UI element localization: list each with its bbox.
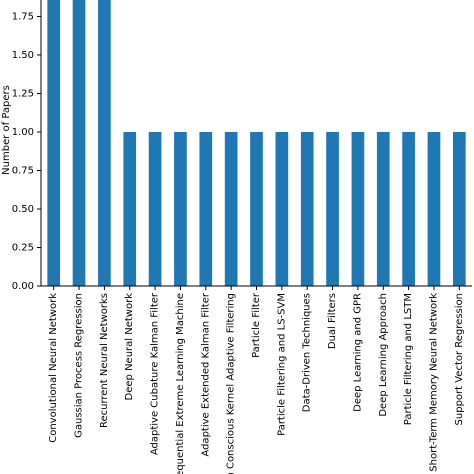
x-tick-label: Deep Neural Network xyxy=(124,293,135,401)
x-tick-label: g Short-Term Memory Neural Network xyxy=(428,293,439,474)
x-tick-label: Deep Learning and GPR xyxy=(352,293,363,412)
y-tick-label: 1.25 xyxy=(12,88,34,99)
bar xyxy=(224,131,238,286)
x-tick-label: Dual Filters xyxy=(327,293,338,349)
x-tick-label: Gaussian Process Regression xyxy=(74,293,85,438)
y-axis-label: Number of Papers xyxy=(1,85,12,175)
x-tick-label: Particle Filtering and LSTM xyxy=(403,293,414,425)
x-tick-label: Adaptive Cubature Kalman Filter xyxy=(150,292,161,455)
bar xyxy=(326,131,339,286)
x-tick-label: Support Vector Regression xyxy=(454,293,465,425)
bar xyxy=(98,0,111,286)
bar xyxy=(402,131,415,286)
bar xyxy=(250,131,263,286)
y-tick-label: 1.00 xyxy=(12,127,34,138)
y-tick-label: 0.75 xyxy=(12,165,34,176)
x-tick-label: ch Conscious Kernel Adaptive Filtering xyxy=(226,293,237,474)
bar xyxy=(376,131,390,286)
bar xyxy=(452,131,466,286)
x-tick-label: Data-Driven Techniques xyxy=(302,293,313,412)
bar xyxy=(199,131,213,286)
y-tick-label: 1.50 xyxy=(12,50,34,61)
bar xyxy=(275,131,289,286)
bar xyxy=(300,131,314,286)
y-tick-label: 0.50 xyxy=(12,204,34,215)
bar xyxy=(351,131,365,286)
bar xyxy=(427,131,441,286)
x-tick-label: Convolutional Neural Network xyxy=(48,293,59,443)
x-tick-label: Particle Filter xyxy=(251,292,262,358)
y-tick-label: 0.00 xyxy=(12,281,34,292)
bar xyxy=(72,0,86,286)
y-tick-label: 0.25 xyxy=(12,242,34,253)
x-tick-label: Deep Learning Approach xyxy=(378,293,389,417)
bar xyxy=(148,131,162,286)
x-tick-label: Sequential Extreme Learning Machine xyxy=(175,293,186,474)
bar xyxy=(47,0,61,286)
y-tick-label: 1.75 xyxy=(12,11,34,22)
x-tick-label: Recurrent Neural Networks xyxy=(99,293,110,428)
x-tick-label: Particle Filtering and LS-SVM xyxy=(276,293,287,436)
bar xyxy=(174,131,187,286)
bar xyxy=(123,131,137,286)
x-tick-label: Adaptive Extended Kalman Filter xyxy=(200,292,211,456)
plot-area xyxy=(47,0,466,286)
